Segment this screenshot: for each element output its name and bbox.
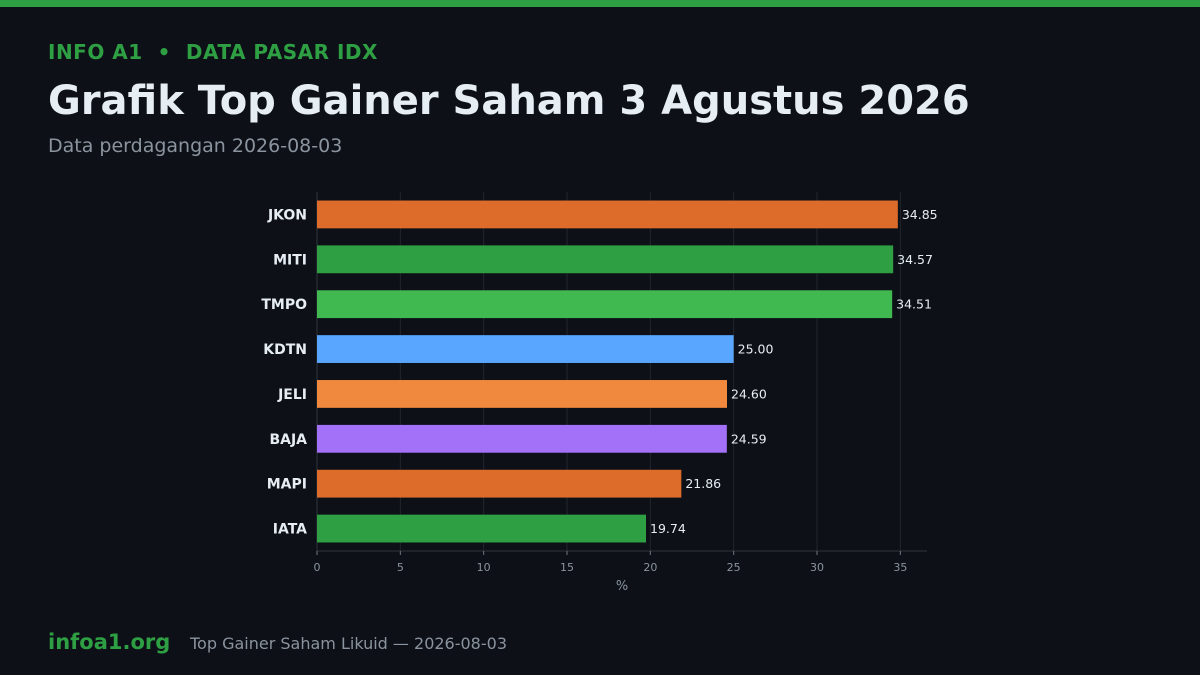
- footer-site-link[interactable]: infoa1.org: [48, 630, 171, 654]
- x-tick-label: 25: [727, 561, 741, 574]
- value-label-kdtn: 25.00: [738, 342, 774, 357]
- x-tick-label: 20: [643, 561, 657, 574]
- category-label-jeli: JELI: [277, 387, 307, 403]
- x-tick-label: 15: [560, 561, 574, 574]
- bar-baja: [317, 424, 727, 453]
- top-accent-bar: [0, 0, 1200, 7]
- value-label-iata: 19.74: [650, 521, 686, 536]
- value-label-miti: 34.57: [897, 252, 933, 267]
- category-label-jkon: JKON: [267, 207, 307, 223]
- category-label-tmpo: TMPO: [261, 297, 307, 313]
- x-tick-label: 35: [893, 561, 907, 574]
- category-label-miti: MITI: [273, 252, 307, 268]
- x-tick-label: 0: [314, 561, 321, 574]
- bar-tmpo: [317, 290, 893, 319]
- x-tick-label: 30: [810, 561, 824, 574]
- bar-jeli: [317, 380, 727, 408]
- x-tick-label: 5: [397, 561, 404, 574]
- bar-mapi: [317, 469, 682, 498]
- category-label-mapi: MAPI: [267, 477, 307, 493]
- x-axis-label: %: [616, 579, 628, 594]
- bar-miti: [317, 245, 894, 274]
- category-label-kdtn: KDTN: [263, 342, 307, 358]
- category-label-iata: IATA: [273, 522, 307, 538]
- header-kicker: INFO A1 • DATA PASAR IDX: [48, 40, 378, 64]
- page-title: Grafik Top Gainer Saham 3 Agustus 2026: [48, 78, 970, 124]
- bar-kdtn: [317, 335, 734, 363]
- bar-jkon: [317, 200, 898, 229]
- value-label-tmpo: 34.51: [896, 297, 932, 312]
- value-label-baja: 24.59: [731, 431, 767, 446]
- bar-iata: [317, 514, 646, 543]
- value-label-jeli: 24.60: [731, 386, 767, 401]
- value-label-mapi: 21.86: [685, 476, 721, 491]
- category-label-baja: BAJA: [269, 432, 307, 448]
- footer-caption: Top Gainer Saham Likuid — 2026-08-03: [190, 634, 507, 653]
- x-tick-label: 10: [477, 561, 491, 574]
- value-label-jkon: 34.85: [902, 207, 938, 222]
- page-subtitle: Data perdagangan 2026-08-03: [48, 135, 343, 157]
